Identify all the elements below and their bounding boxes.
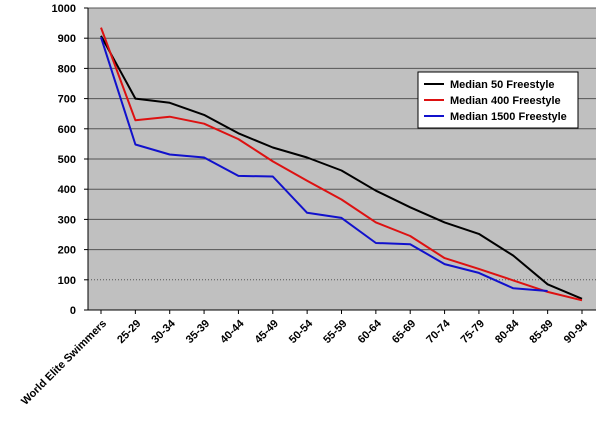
y-tick-label: 100	[58, 275, 76, 287]
legend-box	[417, 71, 579, 129]
x-tick-label: 60-64	[356, 317, 385, 346]
x-tick-label: 75-79	[459, 318, 487, 346]
x-tick-label: 80-84	[493, 317, 522, 346]
y-tick-label: 0	[70, 305, 76, 317]
x-tick-label: 55-59	[321, 318, 349, 346]
y-axis-ticks: 0 100 200 300 400 500 600 700 800 900 1000	[52, 3, 88, 317]
y-tick-label: 800	[58, 63, 76, 75]
x-tick-label: 65-69	[390, 318, 418, 346]
x-tick-label: 40-44	[218, 317, 247, 346]
y-tick-label: 700	[58, 94, 76, 106]
y-tick-label: 600	[58, 124, 76, 136]
x-tick-label: 70-74	[424, 317, 453, 346]
y-tick-label: 400	[58, 184, 76, 196]
legend: Median 50 Freestyle Median 400 Freestyle M…	[417, 71, 579, 129]
series-line	[100, 35, 583, 300]
y-tick-label: 500	[58, 154, 76, 166]
legend-label: Median 400 Freestyle	[450, 95, 561, 107]
x-axis-ticks: World Elite Swimmers 25-29 30-34 35-39 40-44…	[19, 310, 591, 408]
x-tick-label: 90-94	[562, 317, 591, 346]
x-tick-label: 35-39	[184, 318, 212, 346]
x-tick-label: 85-89	[527, 318, 555, 346]
y-tick-label: 300	[58, 214, 76, 226]
x-tick-label: 45-49	[253, 318, 281, 346]
x-tick-label: 30-34	[149, 317, 178, 346]
legend-label: Median 50 Freestyle	[450, 79, 555, 91]
series-lines	[100, 27, 583, 302]
x-tick-label: World Elite Swimmers	[19, 318, 109, 408]
y-tick-label: 900	[58, 33, 76, 45]
y-tick-label: 1000	[52, 3, 76, 15]
series-line	[100, 36, 548, 292]
y-tick-label: 200	[58, 245, 76, 257]
x-tick-label: 50-54	[287, 317, 316, 346]
series-line	[100, 27, 583, 302]
legend-label: Median 1500 Freestyle	[450, 111, 567, 123]
x-tick-label: 25-29	[115, 318, 143, 346]
